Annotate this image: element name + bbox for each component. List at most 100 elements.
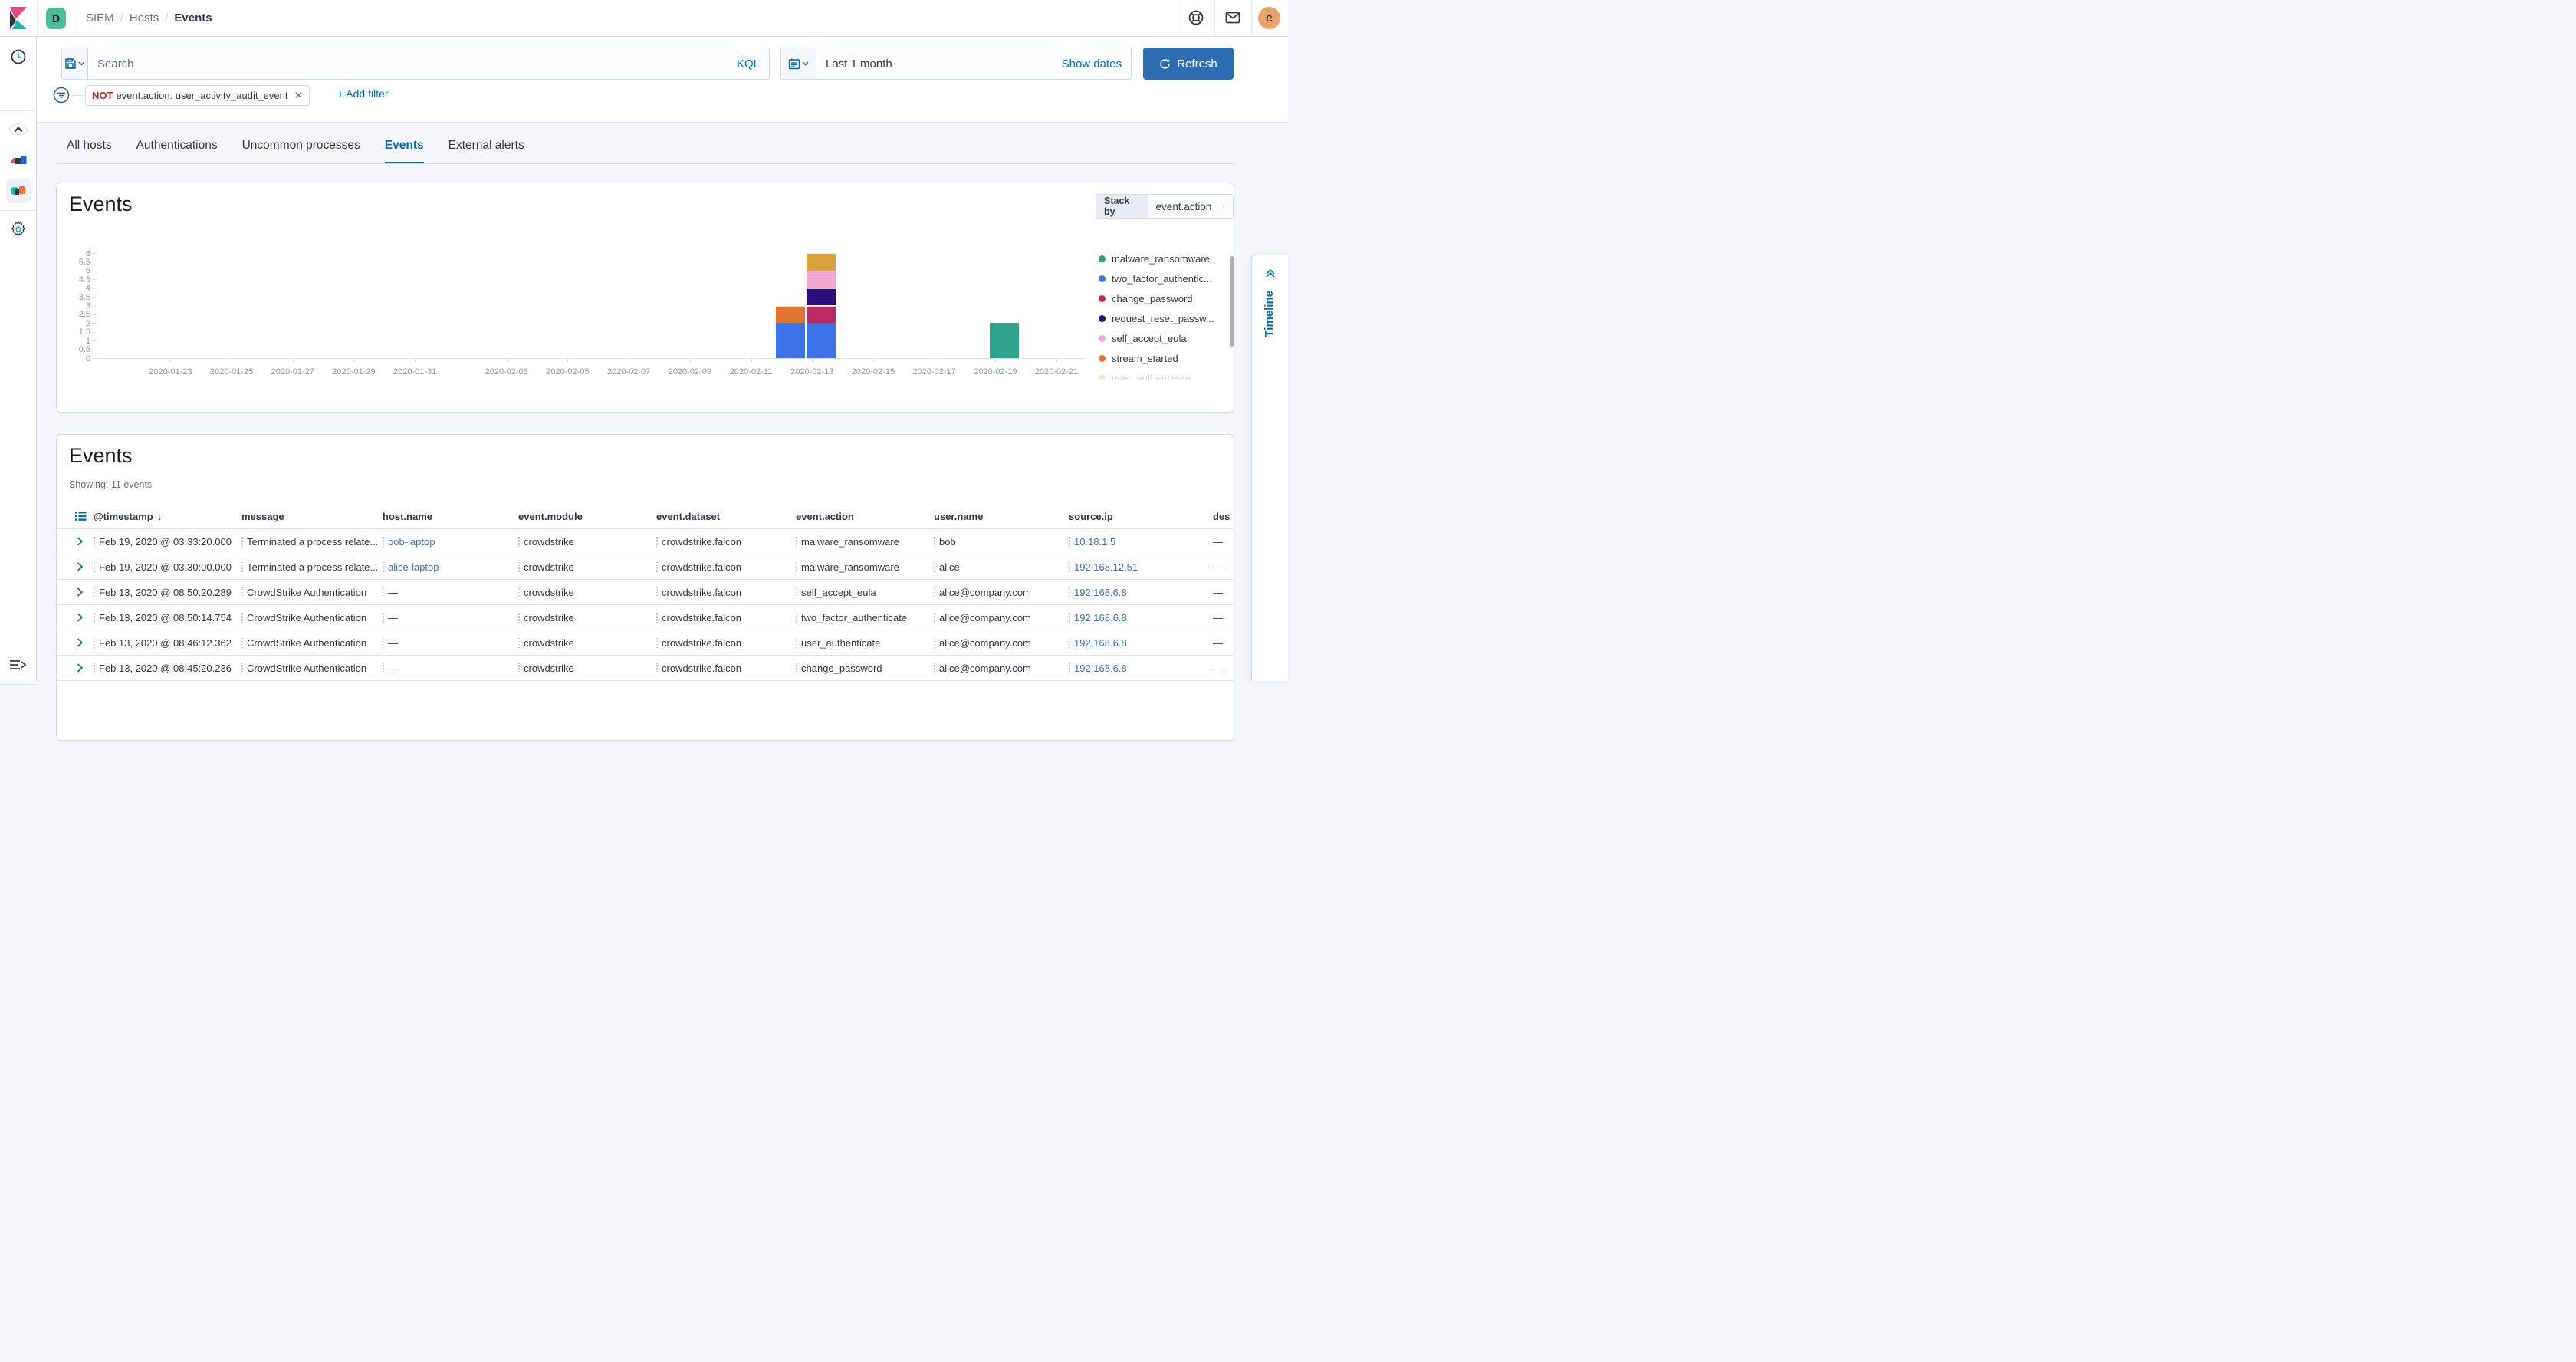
legend-scrollbar[interactable]: [1230, 256, 1234, 347]
drag-handle[interactable]: [656, 562, 658, 572]
date-range-value[interactable]: Last 1 month: [816, 58, 1053, 71]
calendar-menu-button[interactable]: [781, 48, 816, 79]
sidebar-item-siem[interactable]: [6, 179, 31, 203]
drag-handle[interactable]: [934, 587, 935, 597]
column-header-source_ip[interactable]: source.ip: [1069, 511, 1113, 522]
cell-source_ip[interactable]: 192.168.6.8: [1074, 637, 1127, 649]
drag-handle[interactable]: [383, 562, 384, 572]
cell-source_ip[interactable]: 10.18.1.5: [1074, 536, 1116, 548]
expand-row-icon[interactable]: [75, 663, 84, 677]
saved-query-menu-button[interactable]: [62, 48, 88, 79]
drag-handle[interactable]: [518, 537, 520, 547]
sort-desc-icon[interactable]: ↓: [157, 511, 163, 522]
drag-handle[interactable]: [383, 537, 384, 547]
bar-segment-two_factor_authenticate[interactable]: [807, 323, 836, 358]
drag-handle[interactable]: [518, 663, 520, 673]
drag-handle[interactable]: [518, 638, 520, 648]
timeline-flyout-toggle[interactable]: Timeline: [1251, 255, 1288, 681]
cell-source_ip[interactable]: 192.168.12.51: [1074, 561, 1138, 573]
breadcrumb-hosts[interactable]: Hosts: [130, 12, 159, 25]
drag-handle[interactable]: [518, 613, 520, 623]
legend-item-request_reset_password[interactable]: request_reset_passw...: [1099, 308, 1229, 328]
drag-handle[interactable]: [242, 587, 243, 597]
bar-segment-stream_started[interactable]: [776, 306, 805, 324]
drag-handle[interactable]: [383, 638, 384, 648]
bar-segment-request_reset_password[interactable]: [807, 288, 836, 306]
drag-handle[interactable]: [94, 613, 95, 623]
expand-row-icon[interactable]: [75, 561, 84, 576]
sidebar-item-visualize[interactable]: [6, 149, 31, 173]
cell-source_ip[interactable]: 192.168.6.8: [1074, 663, 1127, 674]
drag-handle[interactable]: [383, 587, 384, 597]
drag-handle[interactable]: [796, 587, 797, 597]
column-header-user[interactable]: user.name: [934, 511, 983, 522]
show-dates-button[interactable]: Show dates: [1053, 58, 1131, 71]
drag-handle[interactable]: [796, 613, 797, 623]
column-header-dataset[interactable]: event.dataset: [656, 511, 720, 522]
space-switcher-badge[interactable]: D: [46, 8, 66, 29]
drag-handle[interactable]: [242, 537, 243, 547]
drag-handle[interactable]: [518, 587, 520, 597]
user-avatar[interactable]: e: [1258, 7, 1280, 29]
drag-handle[interactable]: [1069, 537, 1070, 547]
drag-handle[interactable]: [383, 613, 384, 623]
expand-row-icon[interactable]: [75, 536, 84, 551]
drag-handle[interactable]: [796, 562, 797, 572]
legend-item-self_accept_eula[interactable]: self_accept_eula: [1099, 328, 1229, 348]
column-header-action[interactable]: event.action: [796, 511, 854, 522]
drag-handle[interactable]: [242, 613, 243, 623]
events-histogram[interactable]: 00.511.522.533.544.555.562020-01-232020-…: [57, 183, 1234, 412]
bar-segment-self_accept_eula[interactable]: [807, 271, 836, 288]
drag-handle[interactable]: [934, 613, 935, 623]
recently-viewed-clock-icon[interactable]: [6, 44, 31, 69]
cell-source_ip[interactable]: 192.168.6.8: [1074, 612, 1127, 623]
drag-handle[interactable]: [1069, 613, 1070, 623]
drag-handle[interactable]: [242, 638, 243, 648]
tab-external-alerts[interactable]: External alerts: [449, 129, 524, 163]
legend-item-malware_ransomware[interactable]: malware_ransomware: [1099, 248, 1229, 268]
add-filter-button[interactable]: + Add filter: [337, 87, 389, 100]
refresh-button[interactable]: Refresh: [1143, 48, 1234, 80]
drag-handle[interactable]: [94, 587, 95, 597]
column-header-message[interactable]: message: [242, 511, 284, 522]
expand-row-icon[interactable]: [75, 637, 84, 652]
cell-host[interactable]: bob-laptop: [388, 536, 435, 548]
drag-handle[interactable]: [796, 663, 797, 673]
tab-events[interactable]: Events: [385, 129, 424, 163]
legend-item-user_authenticate[interactable]: user_authenticate: [1099, 368, 1229, 380]
drag-handle[interactable]: [1069, 663, 1070, 673]
drag-handle[interactable]: [383, 663, 384, 673]
column-header-dest[interactable]: des: [1213, 511, 1230, 522]
column-header-module[interactable]: event.module: [518, 511, 583, 522]
sidebar-item-apm[interactable]: [6, 117, 31, 142]
drag-handle[interactable]: [94, 562, 95, 572]
drag-handle[interactable]: [656, 638, 658, 648]
newsfeed-mail-icon[interactable]: [1224, 8, 1242, 27]
management-gear-icon[interactable]: [6, 217, 31, 242]
breadcrumb-siem[interactable]: SIEM: [86, 12, 114, 25]
legend-item-change_password[interactable]: change_password: [1099, 288, 1229, 308]
drag-handle[interactable]: [656, 587, 658, 597]
kibana-logo-icon[interactable]: [8, 6, 29, 35]
drag-handle[interactable]: [934, 638, 935, 648]
filter-remove-icon[interactable]: ✕: [294, 89, 303, 102]
drag-handle[interactable]: [934, 663, 935, 673]
drag-handle[interactable]: [656, 663, 658, 673]
bar-segment-change_password[interactable]: [807, 306, 836, 324]
expand-row-icon[interactable]: [75, 587, 84, 601]
tab-all-hosts[interactable]: All hosts: [67, 129, 112, 163]
collapse-nav-icon[interactable]: [8, 656, 29, 675]
drag-handle[interactable]: [242, 663, 243, 673]
drag-handle[interactable]: [796, 537, 797, 547]
drag-handle[interactable]: [94, 638, 95, 648]
fields-browser-icon[interactable]: [75, 511, 87, 525]
drag-handle[interactable]: [518, 562, 520, 572]
drag-handle[interactable]: [934, 537, 935, 547]
help-icon[interactable]: [1187, 8, 1205, 27]
column-header-timestamp[interactable]: @timestamp: [94, 511, 153, 522]
drag-handle[interactable]: [1069, 587, 1070, 597]
legend-item-stream_started[interactable]: stream_started: [1099, 348, 1229, 368]
drag-handle[interactable]: [94, 663, 95, 673]
expand-row-icon[interactable]: [75, 612, 84, 627]
cell-source_ip[interactable]: 192.168.6.8: [1074, 587, 1127, 598]
